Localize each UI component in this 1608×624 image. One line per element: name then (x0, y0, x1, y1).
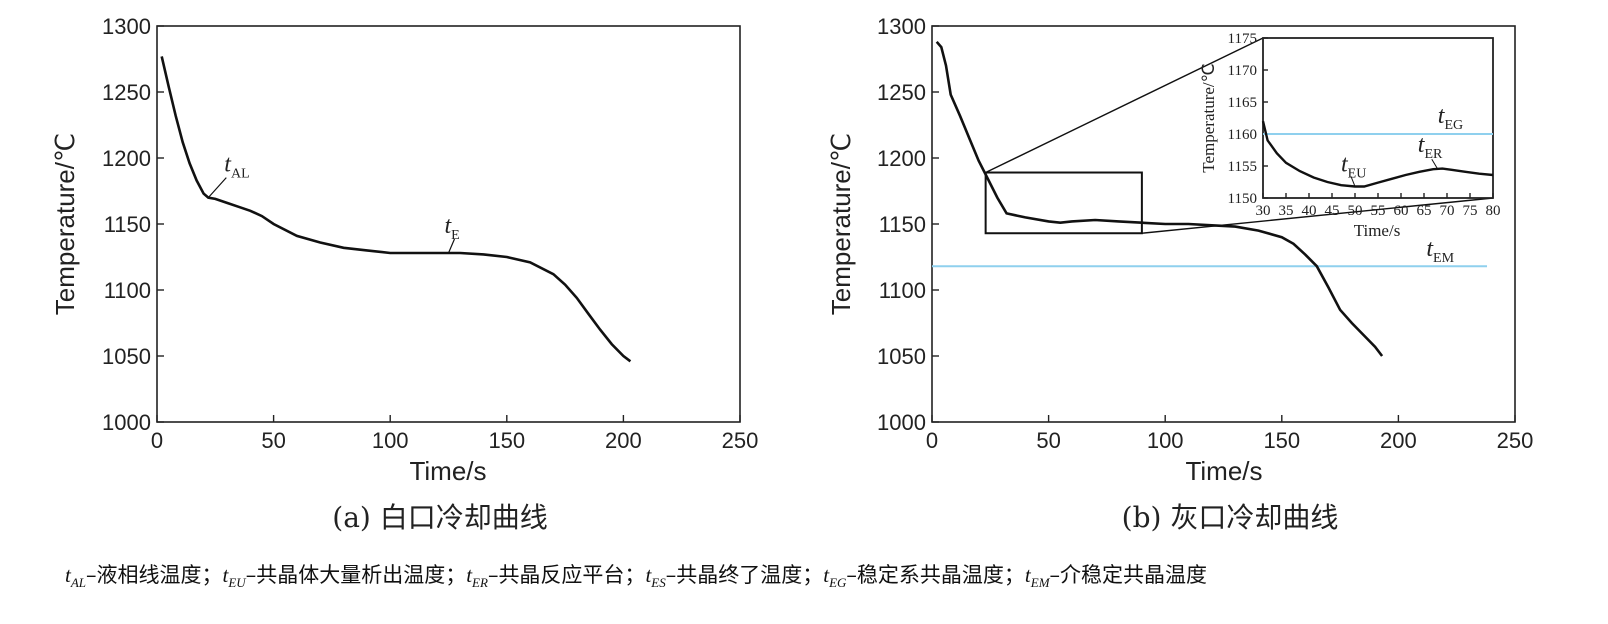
b-y-tick-label: 1200 (877, 146, 926, 171)
zoom-connector-top (985, 37, 1264, 174)
inset-x-tick-label: 30 (1256, 203, 1271, 219)
a-x-tick-label: 150 (488, 428, 525, 453)
note-subscript: EU (227, 575, 247, 590)
b-y-tick-label: 1050 (877, 344, 926, 369)
b-y-tick-label: 1150 (879, 212, 926, 237)
a-x-tick-label: 0 (151, 428, 163, 453)
b-y-tick-label: 1250 (877, 80, 926, 105)
inset-y-tick-label: 1160 (1228, 127, 1257, 143)
annotation-tER: tER (1418, 132, 1443, 162)
inset-x-tick-label: 65 (1417, 203, 1432, 219)
a-x-tick-label: 50 (261, 428, 285, 453)
annotation-tE: tE (445, 213, 460, 243)
note-symbol: t (823, 563, 830, 587)
note-description: –共晶终了温度； (666, 563, 824, 587)
x-axis-label-a: Time/s (409, 456, 486, 486)
note-symbol: t (65, 563, 72, 587)
a-y-tick-label: 1300 (102, 14, 151, 39)
b-x-tick-label: 100 (1147, 428, 1184, 453)
b-y-tick-label: 1300 (877, 14, 926, 39)
inset-leader-tER (1431, 158, 1439, 170)
inset-x-tick-label: 75 (1463, 203, 1478, 219)
inset-y-axis-label: Temperature/℃ (1199, 63, 1218, 172)
b-y-tick-label: 1100 (879, 278, 926, 303)
inset-leader-tEU (1350, 176, 1356, 187)
inset-x-tick-label: 45 (1325, 203, 1340, 219)
a-y-tick-label: 1100 (104, 278, 151, 303)
y-axis-label-a: Temperature/℃ (50, 133, 80, 315)
annotation-tAL: tAL (224, 152, 249, 182)
b-x-tick-label: 50 (1036, 428, 1060, 453)
note-subscript: AL (70, 575, 86, 590)
inset-x-tick-label: 40 (1302, 203, 1317, 219)
note-subscript: ER (471, 575, 488, 590)
inset-y-tick-label: 1155 (1228, 159, 1257, 175)
x-axis-label-b: Time/s (1185, 456, 1262, 486)
note-description: –共晶反应平台； (488, 563, 646, 587)
annotation-leader-tE (447, 238, 456, 254)
inset-x-tick-label: 80 (1486, 203, 1501, 219)
inset-chart: 30 35 40 45 50 55 60 65 70 75 80 1150 1155 1160 1165 11… (1199, 31, 1501, 240)
inset-x-tick-label: 60 (1394, 203, 1409, 219)
note-symbol: t (645, 563, 652, 587)
note-symbol: t (223, 563, 230, 587)
b-x-tick-label: 0 (926, 428, 938, 453)
inset-y-tick-label: 1175 (1228, 31, 1257, 47)
b-x-tick-label: 250 (1497, 428, 1534, 453)
a-x-tick-label: 250 (722, 428, 759, 453)
note-description: –共晶体大量析出温度； (246, 563, 467, 587)
a-y-tick-label: 1050 (102, 344, 151, 369)
legend-note: tAL–液相线温度；tEU–共晶体大量析出温度；tER–共晶反应平台；tES–共… (65, 563, 1207, 590)
zoom-box (984, 171, 1143, 235)
a-x-tick-label: 200 (605, 428, 642, 453)
note-description: –稳定系共晶温度； (846, 563, 1025, 587)
note-description: –介稳定共晶温度 (1050, 563, 1208, 587)
cooling-curve-b (935, 40, 1384, 357)
note-subscript: ES (650, 575, 666, 590)
annotation-tEG: tEG (1438, 103, 1463, 133)
b-y-tick-label: 1000 (877, 410, 926, 435)
caption-a: (a) 白口冷却曲线 (332, 501, 547, 534)
annotation-leader-tAL (207, 177, 227, 199)
note-symbol: t (1025, 563, 1032, 587)
note-description: –液相线温度； (86, 563, 223, 587)
caption-b: (b) 灰口冷却曲线 (1122, 501, 1339, 534)
inset-y-tick-label: 1150 (1228, 191, 1257, 207)
a-y-tick-label: 1000 (102, 410, 151, 435)
b-x-tick-label: 200 (1380, 428, 1417, 453)
annotation-tEU: tEU (1341, 151, 1366, 181)
inset-x-tick-label: 50 (1348, 203, 1363, 219)
inset-x-axis-label: Time/s (1354, 221, 1401, 240)
y-axis-label-b: Temperature/℃ (826, 133, 856, 315)
note-subscript: EG (828, 575, 847, 590)
note-subscript: EM (1030, 575, 1051, 590)
a-x-tick-label: 100 (372, 428, 409, 453)
inset-x-tick-label: 35 (1279, 203, 1294, 219)
inset-y-tick-label: 1170 (1228, 63, 1257, 79)
b-x-tick-label: 150 (1263, 428, 1300, 453)
chart-white-iron: 0 50 100 150 200 250 1000 1050 1100 1150 1200 1250 1… (50, 14, 758, 534)
a-y-tick-label: 1200 (102, 146, 151, 171)
cooling-curve-a (160, 56, 632, 363)
note-symbol: t (466, 563, 473, 587)
inset-y-tick-label: 1165 (1228, 95, 1257, 111)
inset-cooling-curve (1261, 120, 1494, 188)
a-y-tick-label: 1250 (102, 80, 151, 105)
inset-x-tick-label: 70 (1440, 203, 1455, 219)
a-y-tick-label: 1150 (104, 212, 151, 237)
chart-gray-iron: 0 50 100 150 200 250 1000 1050 1100 1150 1200 1250 1… (826, 14, 1533, 534)
annotation-tEM: tEM (1426, 236, 1454, 266)
zoom-connector-bottom (1141, 197, 1494, 234)
inset-x-tick-label: 55 (1371, 203, 1386, 219)
